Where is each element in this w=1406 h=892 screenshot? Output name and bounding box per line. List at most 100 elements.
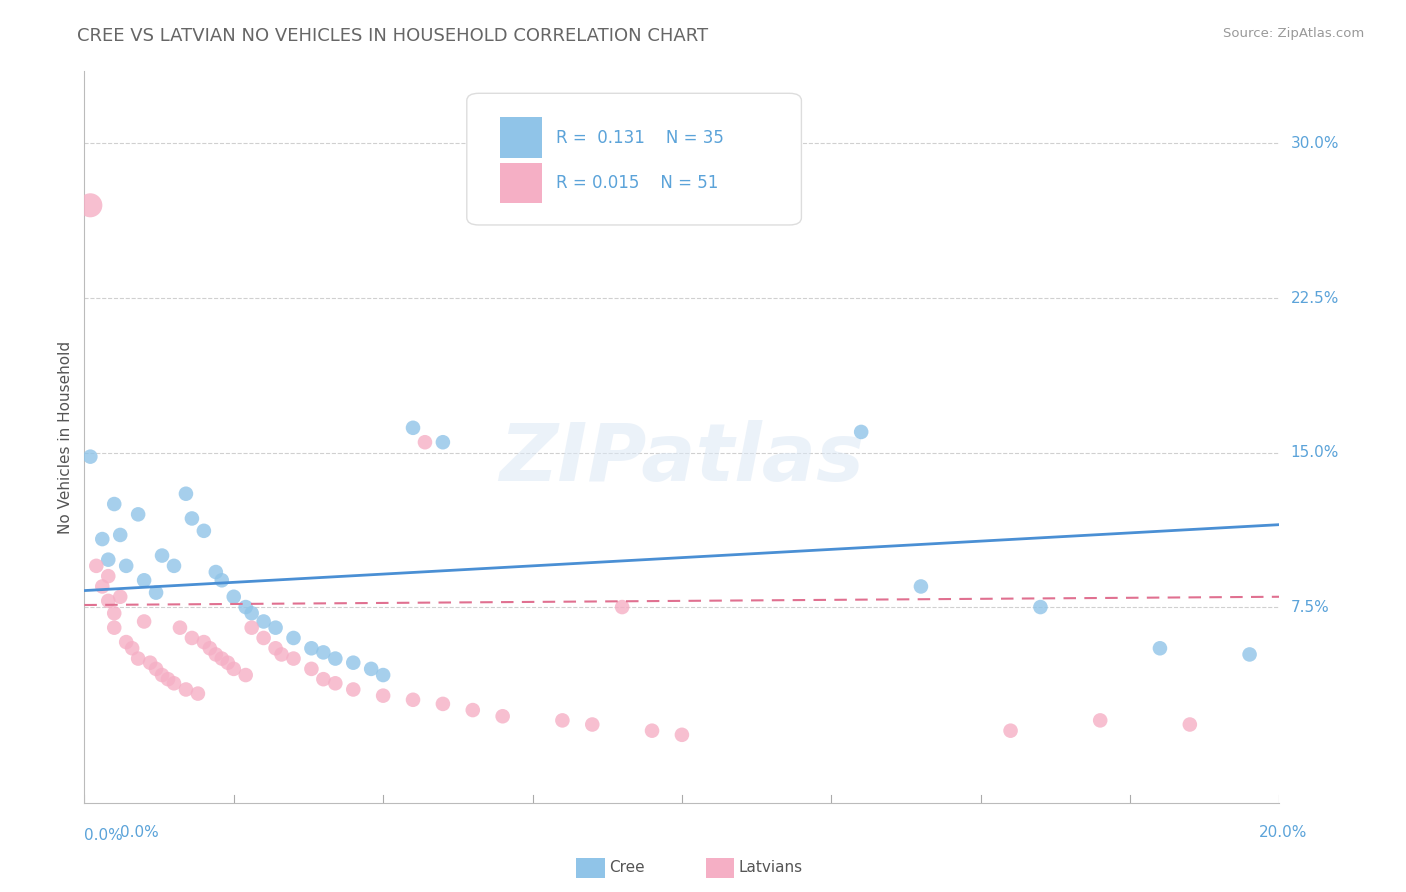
- Point: [193, 635, 215, 649]
- Point: [342, 682, 364, 697]
- Point: [145, 585, 167, 599]
- Point: [253, 631, 276, 645]
- Point: [264, 621, 287, 635]
- Point: [312, 672, 335, 686]
- Point: [115, 558, 138, 573]
- Point: [551, 714, 574, 728]
- Point: [283, 631, 305, 645]
- Point: [79, 198, 101, 212]
- Point: [413, 435, 436, 450]
- Point: [325, 651, 347, 665]
- Point: [205, 648, 228, 662]
- FancyBboxPatch shape: [467, 94, 801, 225]
- Point: [1090, 714, 1112, 728]
- Point: [264, 641, 287, 656]
- Point: [1239, 648, 1261, 662]
- Point: [312, 645, 335, 659]
- Point: [193, 524, 215, 538]
- Point: [163, 676, 186, 690]
- Point: [127, 508, 149, 522]
- Point: [150, 668, 173, 682]
- Point: [163, 558, 186, 573]
- Text: Latvians: Latvians: [738, 860, 803, 874]
- Point: [301, 641, 323, 656]
- Point: [240, 606, 263, 620]
- Text: 7.5%: 7.5%: [1291, 599, 1329, 615]
- Point: [270, 648, 292, 662]
- Bar: [501, 162, 543, 203]
- Point: [174, 487, 197, 501]
- Point: [211, 651, 233, 665]
- Point: [360, 662, 382, 676]
- Text: R =  0.131    N = 35: R = 0.131 N = 35: [557, 129, 724, 147]
- Point: [402, 693, 425, 707]
- Point: [139, 656, 162, 670]
- Point: [79, 450, 101, 464]
- Point: [169, 621, 191, 635]
- Point: [217, 656, 239, 670]
- Point: [235, 600, 257, 615]
- Point: [402, 421, 425, 435]
- Point: [97, 569, 120, 583]
- Point: [222, 662, 245, 676]
- Point: [198, 641, 221, 656]
- Point: [145, 662, 167, 676]
- Point: [103, 606, 125, 620]
- Point: [127, 651, 149, 665]
- Point: [1149, 641, 1171, 656]
- Point: [132, 574, 156, 588]
- Text: 22.5%: 22.5%: [1291, 291, 1339, 305]
- Point: [1029, 600, 1052, 615]
- Point: [103, 497, 125, 511]
- Text: ZIPatlas: ZIPatlas: [499, 420, 865, 498]
- Text: 15.0%: 15.0%: [1291, 445, 1339, 460]
- Point: [103, 621, 125, 635]
- Point: [461, 703, 484, 717]
- Point: [97, 552, 120, 566]
- Text: Source: ZipAtlas.com: Source: ZipAtlas.com: [1223, 27, 1364, 40]
- Text: Cree: Cree: [609, 860, 644, 874]
- Point: [325, 676, 347, 690]
- Point: [97, 594, 120, 608]
- Point: [671, 728, 693, 742]
- Bar: [501, 118, 543, 158]
- Point: [283, 651, 305, 665]
- Point: [373, 668, 395, 682]
- Point: [373, 689, 395, 703]
- Point: [110, 590, 132, 604]
- Point: [181, 631, 204, 645]
- Point: [910, 579, 932, 593]
- Point: [432, 435, 454, 450]
- Point: [115, 635, 138, 649]
- Point: [342, 656, 364, 670]
- Point: [187, 687, 209, 701]
- Text: 30.0%: 30.0%: [1291, 136, 1339, 151]
- Point: [91, 579, 114, 593]
- Text: 0.0%: 0.0%: [84, 828, 124, 843]
- Point: [612, 600, 634, 615]
- Point: [110, 528, 132, 542]
- Point: [86, 558, 108, 573]
- Point: [492, 709, 515, 723]
- Point: [91, 532, 114, 546]
- Point: [157, 672, 180, 686]
- Point: [301, 662, 323, 676]
- Point: [240, 621, 263, 635]
- Point: [581, 717, 603, 731]
- Point: [253, 615, 276, 629]
- Point: [1178, 717, 1201, 731]
- Point: [211, 574, 233, 588]
- Text: R = 0.015    N = 51: R = 0.015 N = 51: [557, 174, 718, 193]
- Point: [222, 590, 245, 604]
- Point: [205, 565, 228, 579]
- Point: [432, 697, 454, 711]
- Point: [1000, 723, 1022, 738]
- Point: [150, 549, 173, 563]
- Text: 20.0%: 20.0%: [1260, 825, 1308, 840]
- Text: CREE VS LATVIAN NO VEHICLES IN HOUSEHOLD CORRELATION CHART: CREE VS LATVIAN NO VEHICLES IN HOUSEHOLD…: [77, 27, 709, 45]
- Point: [851, 425, 873, 439]
- Point: [121, 641, 143, 656]
- Y-axis label: No Vehicles in Household: No Vehicles in Household: [58, 341, 73, 533]
- Point: [181, 511, 204, 525]
- Text: 0.0%: 0.0%: [120, 825, 159, 840]
